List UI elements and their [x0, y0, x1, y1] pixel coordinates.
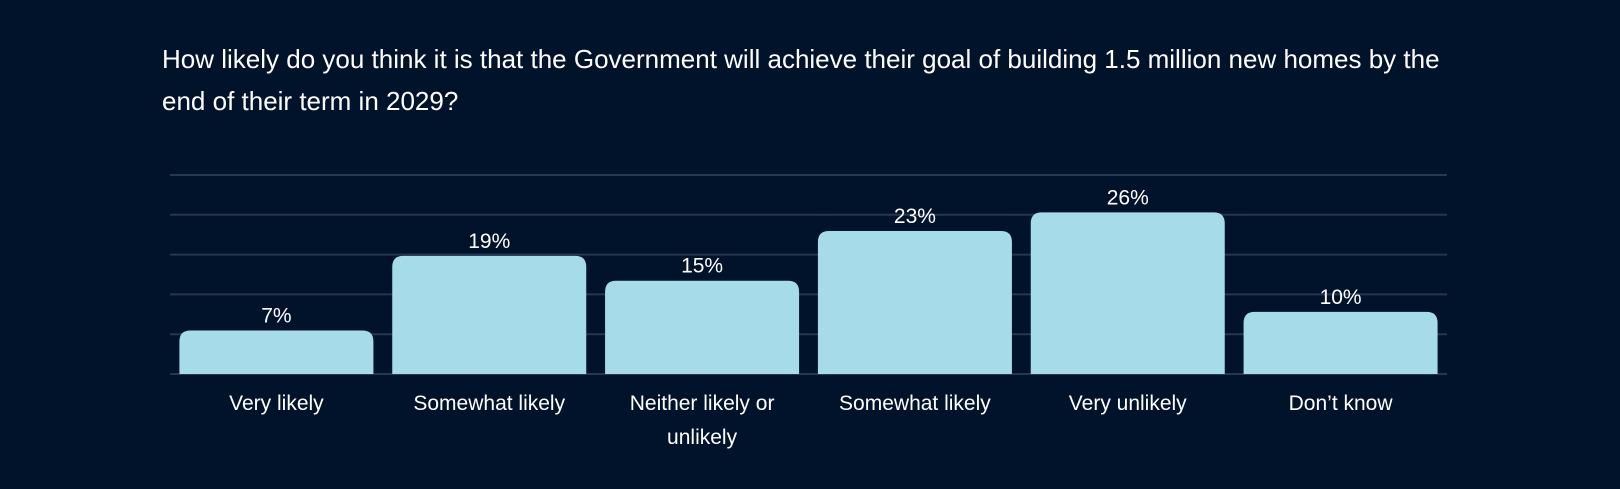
category-label-line: Very likely — [229, 392, 324, 415]
bar-3 — [605, 280, 800, 374]
bar-2 — [392, 255, 587, 374]
value-labels: 7% 19% 15% 23% 26% 10% — [261, 186, 1361, 327]
category-label-line: Neither likely or — [630, 392, 775, 415]
category-label-line: Don’t know — [1289, 392, 1394, 415]
bar-6 — [1243, 311, 1438, 374]
bar-value-label: 10% — [1320, 286, 1362, 309]
category-label-line: unlikely — [667, 426, 738, 449]
category-label-line: Somewhat likely — [413, 392, 565, 415]
category-label: Don’t know — [1289, 392, 1394, 415]
bar-value-label: 26% — [1107, 186, 1149, 209]
bar-value-label: 23% — [894, 205, 936, 228]
bars — [179, 212, 1438, 374]
category-label: Very likely — [229, 392, 324, 415]
category-labels: Very likely Somewhat likely Neither likely… — [229, 392, 1393, 449]
bar-value-label: 7% — [261, 304, 291, 327]
bar-4 — [817, 230, 1012, 374]
category-label: Somewhat likely — [413, 392, 565, 415]
chart-title: How likely do you think it is that the G… — [162, 44, 1440, 116]
category-label-line: Very unlikely — [1069, 392, 1187, 415]
category-label-line: Somewhat likely — [839, 392, 991, 415]
bar-1 — [179, 330, 374, 374]
bar-value-label: 19% — [468, 230, 510, 253]
category-label: Very unlikely — [1069, 392, 1187, 415]
bar-value-label: 15% — [681, 255, 723, 278]
gridlines — [170, 174, 1447, 375]
bar-5 — [1030, 212, 1225, 374]
category-label: Neither likely or unlikely — [630, 392, 775, 449]
category-label: Somewhat likely — [839, 392, 991, 415]
